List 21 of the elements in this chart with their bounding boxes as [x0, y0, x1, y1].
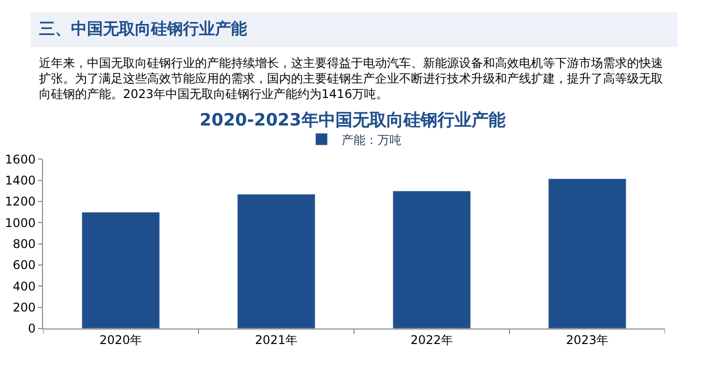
y-tick-label: 0 [28, 322, 36, 336]
y-tick-label: 400 [12, 279, 36, 294]
y-tick-label: 1600 [5, 152, 36, 166]
legend-label: 产能：万吨 [342, 132, 402, 147]
bar [548, 178, 626, 328]
x-tick-label: 2022年 [410, 332, 454, 347]
y-tick-label: 200 [12, 300, 36, 315]
y-tick-label: 1200 [5, 194, 36, 209]
y-tick-label: 600 [12, 258, 36, 272]
bar [237, 194, 316, 328]
bar [392, 190, 471, 328]
x-tick-label: 2023年 [566, 332, 609, 347]
chart-title: 2020-2023年中国无取向硅钢行业产能 [200, 110, 506, 130]
y-tick-label: 800 [12, 237, 36, 252]
y-tick-label: 1000 [5, 216, 36, 230]
x-tick-label: 2020年 [99, 332, 142, 347]
x-tick-label: 2021年 [254, 332, 298, 347]
text: 近年来，中国无取向硅钢行业的产能持续增长，这主要得益于电动汽车、新能源设备和高效电机等下游市场需求的快速扩张。为了满足这些高效节能应用的需求，国内的主要硅钢生产企业不断进行技术升级和产线扩建，提升了高等级无取向硅钢的产能。2023年中国无取向硅钢行业产能约为1416万吨。 [39, 56, 663, 102]
text: 三、中国无取向硅钢行业产能 [39, 19, 247, 38]
y-tick-label: 1400 [5, 174, 36, 188]
bar [82, 212, 160, 328]
